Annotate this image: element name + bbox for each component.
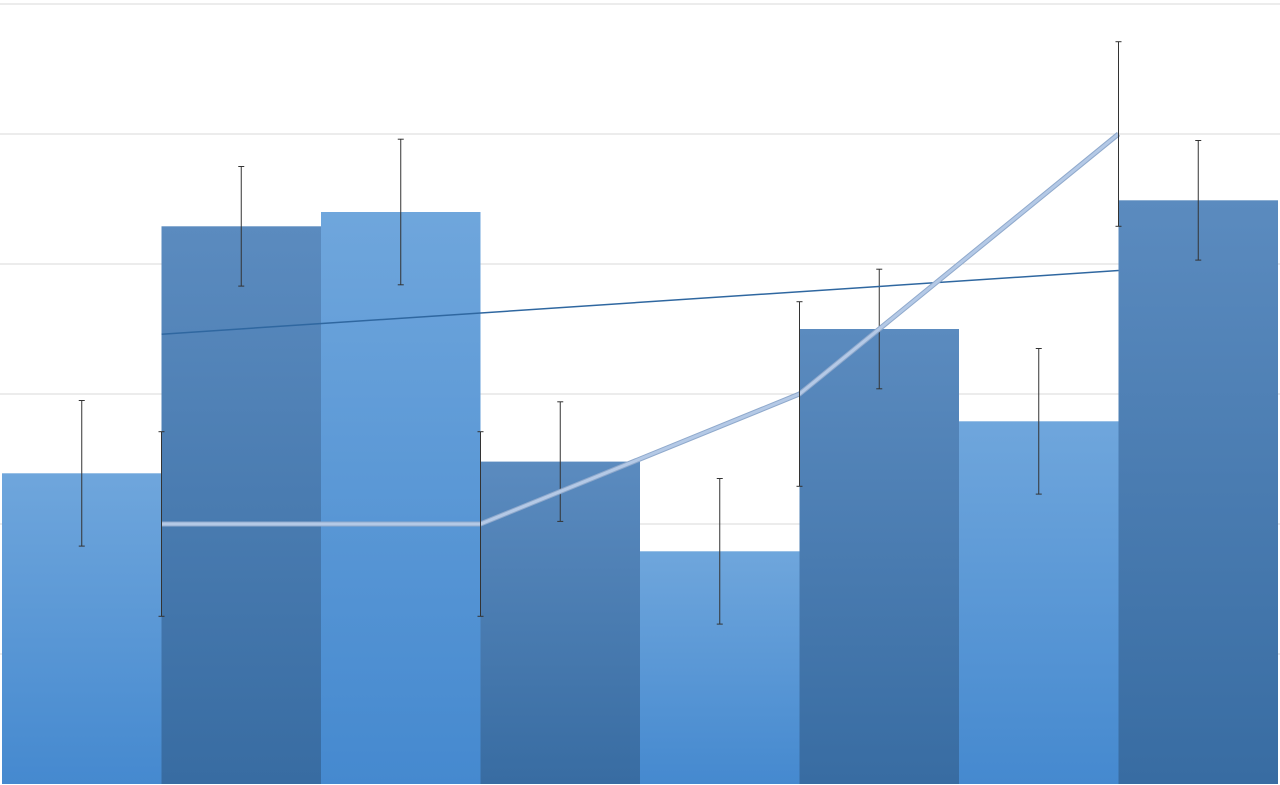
bar-error-bar	[1195, 140, 1202, 261]
bar	[1118, 200, 1278, 785]
bar-error-bar	[557, 401, 564, 522]
bar-error-bar	[716, 478, 723, 625]
trendline	[161, 269, 1119, 335]
line-error-bar	[796, 301, 803, 487]
bar-error-bar	[78, 400, 85, 547]
bar-error-bar	[397, 138, 404, 286]
line-error-bar	[1115, 41, 1122, 227]
line-error-bar	[158, 431, 165, 617]
bar-series	[2, 200, 1278, 785]
line-path	[161, 132, 1120, 526]
bar	[321, 212, 481, 784]
line-error-bars	[158, 41, 1122, 617]
line-error-bar	[477, 431, 484, 617]
bar-error-bar	[238, 166, 245, 287]
trendline-segment	[161, 269, 1119, 335]
bar	[161, 226, 321, 785]
bar-error-bar	[1035, 348, 1042, 495]
bar	[799, 329, 959, 784]
line-series	[161, 132, 1121, 527]
